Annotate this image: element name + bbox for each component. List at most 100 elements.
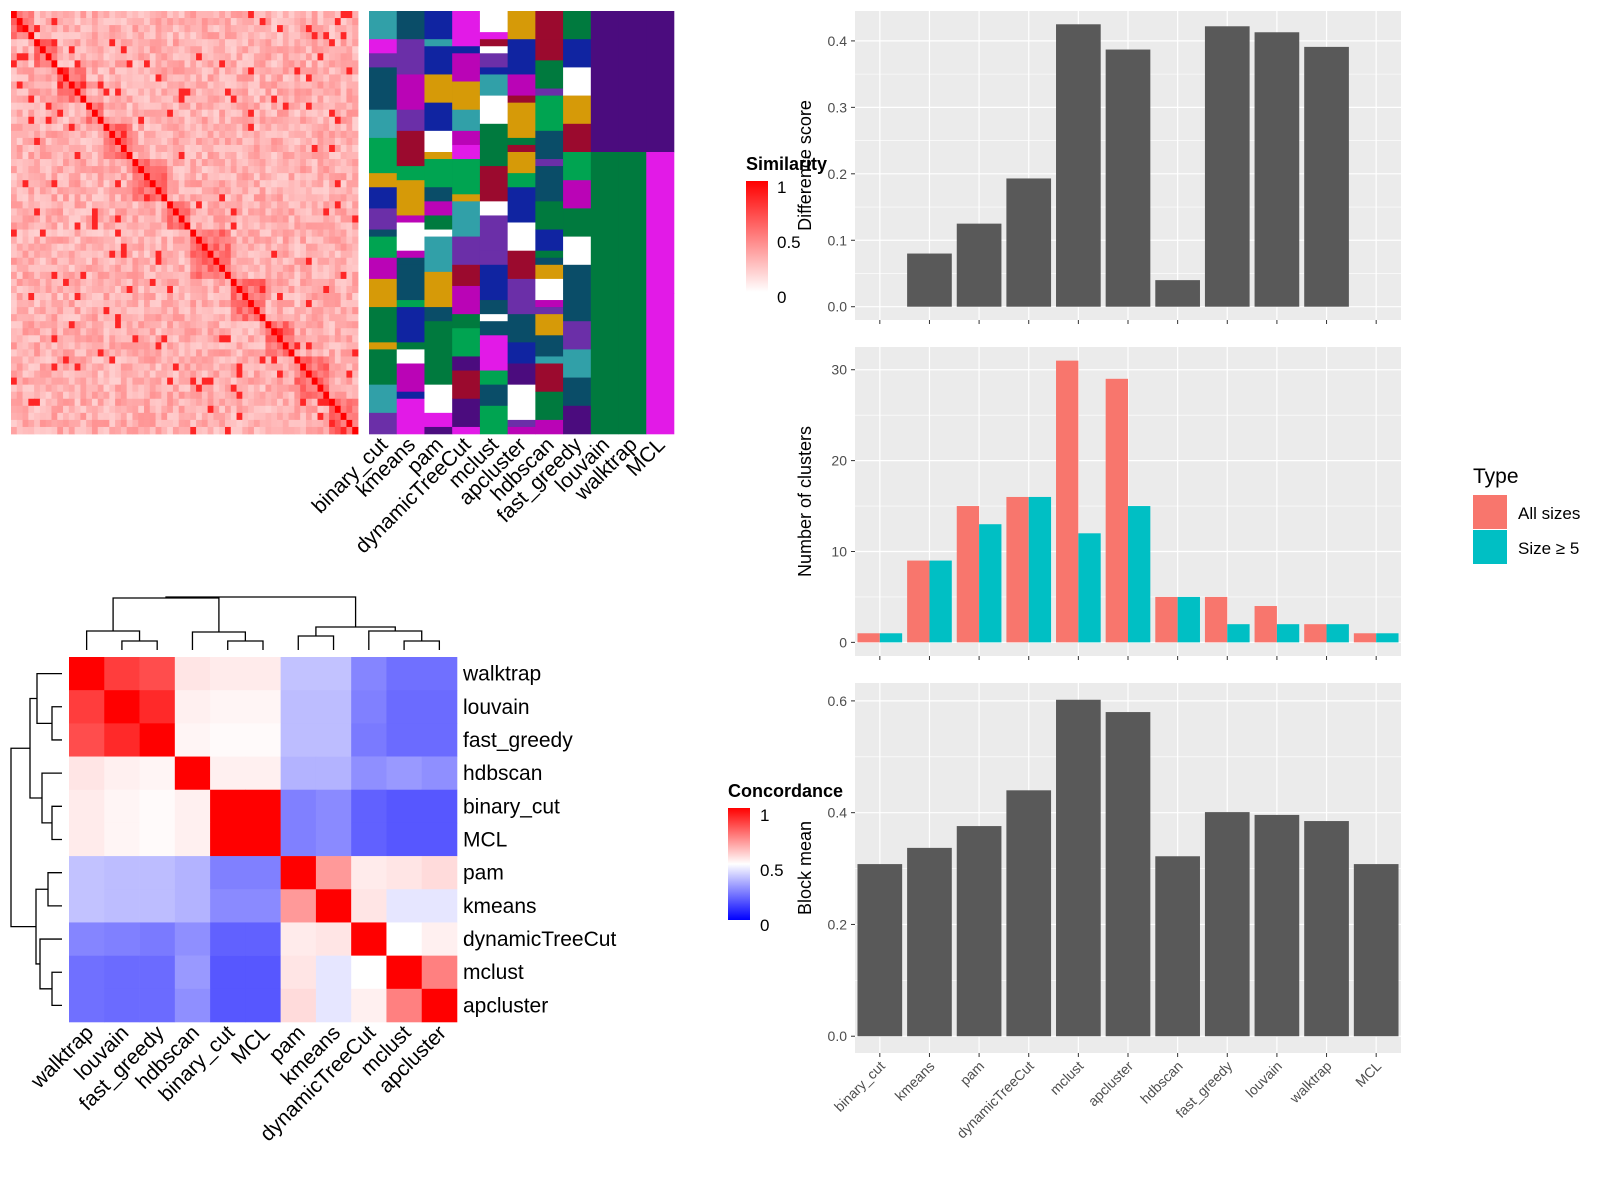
similarity-cell: [126, 391, 133, 400]
similarity-cell: [340, 342, 347, 350]
similarity-cell: [126, 307, 133, 315]
similarity-cell: [253, 349, 261, 357]
similarity-cell: [340, 215, 347, 223]
similarity-cell: [259, 201, 266, 209]
similarity-cell: [120, 39, 128, 47]
similarity-cell: [144, 307, 151, 315]
similarity-cell: [305, 187, 313, 195]
similarity-cell: [178, 215, 185, 223]
similarity-cell: [271, 278, 278, 287]
membership-cell: [563, 349, 592, 378]
similarity-cell: [323, 187, 330, 195]
similarity-cell: [346, 81, 353, 89]
similarity-cell: [45, 46, 52, 54]
similarity-cell: [190, 307, 197, 315]
similarity-cell: [329, 391, 336, 400]
similarity-cell: [305, 109, 313, 118]
similarity-cell: [259, 426, 266, 435]
similarity-cell: [346, 137, 353, 146]
similarity-cell: [51, 363, 58, 371]
similarity-cell: [224, 229, 232, 237]
similarity-cell: [196, 398, 203, 407]
bar-all-sizes-pam: [956, 506, 980, 643]
similarity-cell: [16, 278, 23, 287]
similarity-cell: [74, 342, 81, 350]
concordance-cell: [104, 657, 140, 691]
similarity-cell: [253, 130, 261, 139]
similarity-cell: [288, 32, 295, 40]
similarity-cell: [51, 278, 58, 287]
similarity-cell: [126, 137, 133, 146]
similarity-cell: [22, 398, 29, 407]
similarity-cell: [346, 88, 353, 96]
similarity-cell: [196, 187, 203, 195]
similarity-cell: [45, 32, 52, 40]
similarity-cell: [334, 215, 342, 223]
similarity-cell: [126, 18, 133, 26]
similarity-cell: [184, 81, 191, 89]
similarity-cell: [178, 377, 185, 386]
similarity-cell: [219, 293, 226, 301]
similarity-cell: [16, 194, 23, 202]
similarity-cell: [11, 152, 18, 160]
similarity-cell: [63, 328, 70, 336]
similarity-cell: [184, 11, 191, 19]
membership-cell: [563, 11, 592, 40]
similarity-cell: [167, 159, 174, 167]
similarity-cell: [265, 81, 272, 89]
similarity-cell: [190, 95, 197, 104]
similarity-cell: [16, 39, 23, 47]
similarity-cell: [329, 39, 336, 47]
similarity-cell: [334, 426, 342, 435]
similarity-cell: [184, 342, 191, 350]
similarity-cell: [86, 342, 93, 350]
similarity-cell: [132, 215, 139, 223]
similarity-cell: [132, 173, 139, 181]
similarity-cell: [28, 144, 35, 153]
similarity-cell: [213, 391, 220, 400]
similarity-cell: [45, 74, 52, 82]
similarity-cell: [242, 123, 249, 132]
similarity-cell: [334, 328, 342, 336]
similarity-cell: [39, 370, 47, 378]
similarity-cell: [323, 60, 330, 68]
similarity-cell: [201, 208, 209, 216]
similarity-cell: [51, 349, 58, 357]
similarity-cell: [22, 349, 29, 357]
similarity-cell: [178, 278, 185, 287]
similarity-cell: [103, 137, 110, 146]
similarity-cell: [219, 229, 226, 237]
similarity-cell: [190, 278, 197, 287]
similarity-cell: [224, 60, 232, 68]
similarity-cell: [219, 321, 226, 329]
similarity-cell: [207, 229, 214, 237]
concordance-row-label-hdbscan: hdbscan: [463, 762, 542, 785]
similarity-cell: [224, 278, 232, 287]
similarity-cell: [219, 356, 226, 364]
similarity-cell: [144, 215, 151, 223]
similarity-cell: [97, 356, 104, 364]
similarity-cell: [11, 412, 18, 421]
similarity-cell: [224, 88, 232, 96]
similarity-cell: [103, 264, 110, 273]
similarity-cell: [352, 349, 359, 357]
membership-cell: [479, 152, 508, 167]
similarity-cell: [224, 95, 232, 104]
similarity-cell: [346, 109, 353, 118]
similarity-cell: [167, 11, 174, 19]
membership-cell: [452, 328, 481, 357]
similarity-cell: [80, 377, 87, 386]
similarity-cell: [230, 130, 237, 139]
similarity-cell: [277, 370, 284, 378]
similarity-cell: [138, 130, 145, 139]
similarity-cell: [265, 102, 272, 111]
similarity-cell: [161, 257, 168, 266]
similarity-cell: [97, 321, 104, 329]
similarity-cell: [334, 278, 342, 287]
similarity-cell: [288, 152, 295, 160]
similarity-cell: [74, 377, 81, 386]
similarity-cell: [91, 152, 99, 160]
similarity-cell: [103, 321, 110, 329]
similarity-cell: [300, 391, 307, 400]
similarity-cell: [190, 236, 197, 245]
